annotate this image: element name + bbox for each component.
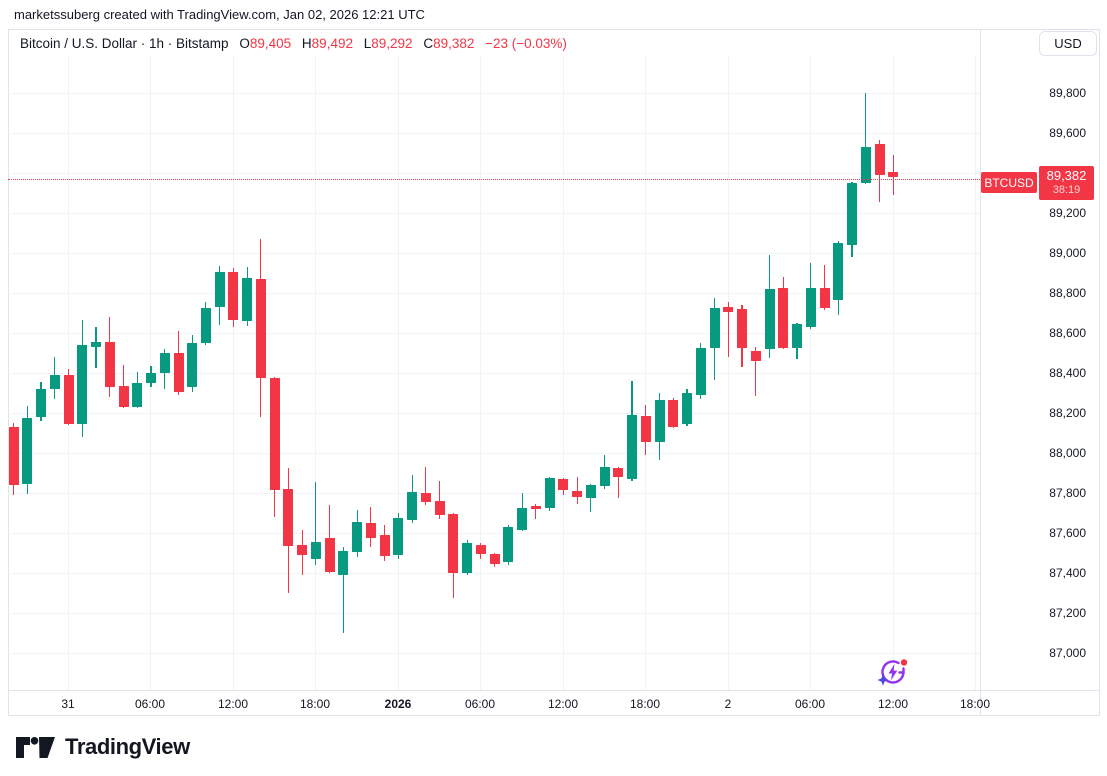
time-axis-label: 31 xyxy=(61,697,75,711)
price-axis-label: 87,000 xyxy=(1049,646,1086,660)
symbol-price-label-badge: BTCUSD xyxy=(981,172,1037,193)
low-label: L xyxy=(363,36,372,51)
open-label: O xyxy=(239,36,250,51)
price-axis-label: 88,600 xyxy=(1049,326,1086,340)
event-alert-dot xyxy=(900,659,908,666)
time-axis-label: 12:00 xyxy=(877,697,909,711)
symbol-title: Bitcoin / U.S. Dollar · 1h · Bitstamp xyxy=(20,36,229,51)
last-price-line xyxy=(8,179,980,180)
high-label: H xyxy=(301,36,312,51)
price-axis-label: 87,600 xyxy=(1049,526,1086,540)
time-axis-label: 18:00 xyxy=(959,697,991,711)
price-axis-label: 88,000 xyxy=(1049,446,1086,460)
attribution-text: marketssuberg created with TradingView.c… xyxy=(14,7,425,22)
price-axis-label: 87,800 xyxy=(1049,486,1086,500)
bar-countdown: 38:19 xyxy=(1052,184,1081,196)
event-lightning-icon[interactable] xyxy=(877,656,909,688)
time-axis-label: 06:00 xyxy=(794,697,826,711)
tradingview-logo-icon xyxy=(16,736,55,758)
tradingview-logo-text: TradingView xyxy=(65,734,190,759)
price-axis-label: 89,000 xyxy=(1049,246,1086,260)
high-value: 89,492 xyxy=(311,36,353,51)
time-axis-label: 2 xyxy=(724,697,732,711)
time-axis-label: 06:00 xyxy=(464,697,496,711)
last-price-value: 89,382 xyxy=(1046,168,1087,183)
time-axis-label: 18:00 xyxy=(299,697,331,711)
price-axis-label: 88,800 xyxy=(1049,286,1086,300)
currency-usd-button[interactable]: USD xyxy=(1039,31,1097,56)
price-axis-label: 87,400 xyxy=(1049,566,1086,580)
open-value: 89,405 xyxy=(249,36,292,51)
last-price-badge: 89,382 38:19 xyxy=(1039,166,1094,200)
footer-brand[interactable]: TradingView xyxy=(14,731,190,763)
price-axis-label: 89,200 xyxy=(1049,206,1086,220)
change-value: −23 (−0.03%) xyxy=(485,36,567,51)
price-axis-label: 88,200 xyxy=(1049,406,1086,420)
time-axis-separator xyxy=(8,690,1100,691)
time-axis-label: 06:00 xyxy=(134,697,166,711)
time-axis-label: 12:00 xyxy=(217,697,249,711)
sparkle-icon xyxy=(877,674,889,686)
chart-widget-frame xyxy=(8,29,1100,716)
price-axis-label: 89,600 xyxy=(1049,126,1086,140)
price-axis-label: 89,800 xyxy=(1049,86,1086,100)
price-axis-separator xyxy=(980,29,981,716)
close-value: 89,382 xyxy=(433,36,475,51)
time-axis-label: 18:00 xyxy=(629,697,661,711)
price-axis-label: 87,200 xyxy=(1049,606,1086,620)
price-axis-label: 88,400 xyxy=(1049,366,1086,380)
time-axis-label: 12:00 xyxy=(547,697,579,711)
low-value: 89,292 xyxy=(371,36,413,51)
time-axis-label: 2026 xyxy=(384,697,412,711)
close-label: C xyxy=(423,36,434,51)
symbol-info-bar: Bitcoin / U.S. Dollar · 1h · Bitstamp O8… xyxy=(20,36,567,51)
